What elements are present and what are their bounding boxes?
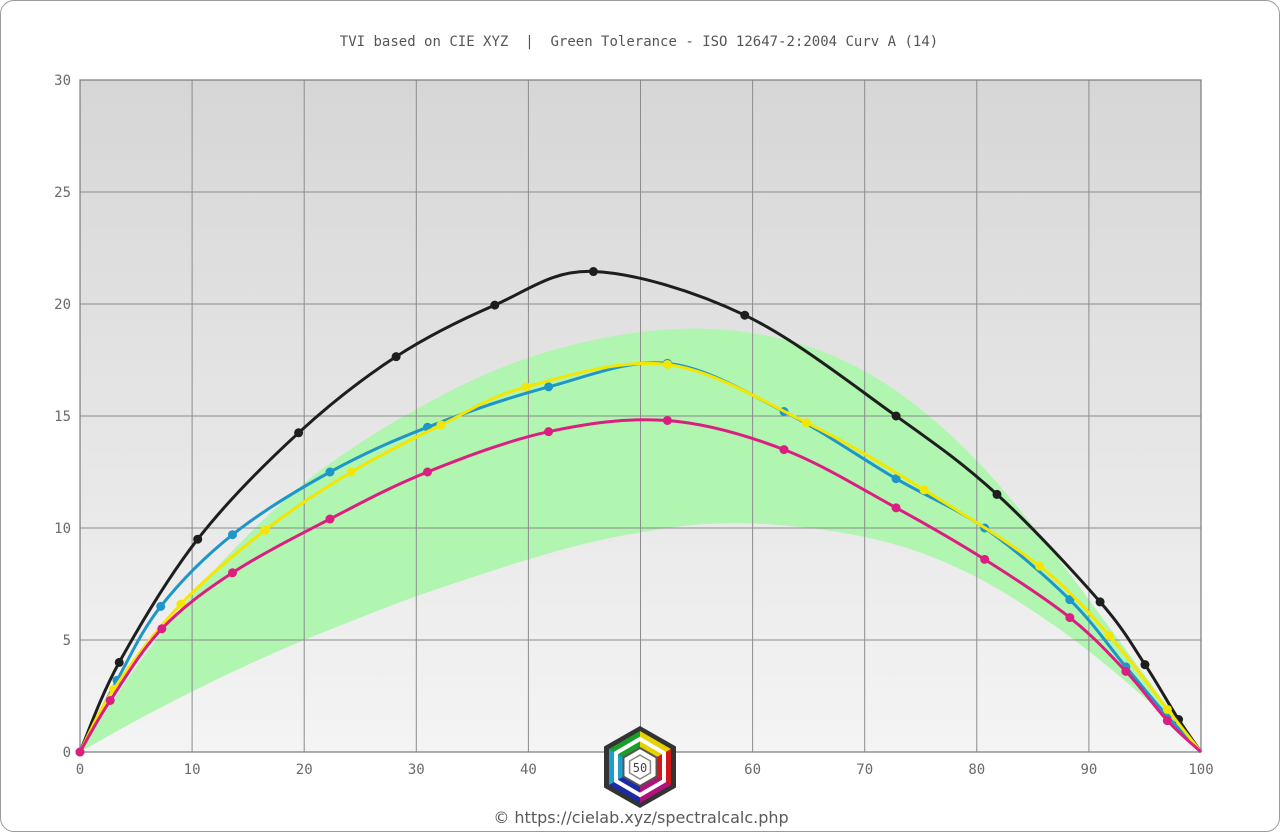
y-tick-label: 15 [54, 409, 71, 425]
series-3-point [260, 525, 270, 535]
logo-ring-2 [622, 746, 658, 788]
y-tick-label: 0 [63, 745, 71, 761]
series-4-point [980, 554, 990, 564]
series-4-point [1162, 716, 1172, 726]
series-4-point [1065, 613, 1075, 623]
series-4-point [544, 427, 554, 437]
series-4-point [891, 503, 901, 513]
series-3-point [919, 485, 929, 495]
series-1-point [391, 352, 401, 362]
series-3-point [801, 418, 811, 428]
series-3-point [1035, 561, 1045, 571]
series-1-point [490, 300, 500, 310]
y-tick-label: 20 [54, 297, 71, 313]
series-4-point [325, 514, 335, 524]
series-3-point [176, 599, 186, 609]
series-4-point [75, 747, 85, 757]
series-2-point [156, 601, 166, 611]
series-line-1 [78, 269, 1203, 753]
series-4-point [662, 415, 672, 425]
series-4-point [779, 445, 789, 455]
series-4-point [227, 568, 237, 578]
y-tick-label: 10 [54, 521, 71, 537]
series-3-point [436, 420, 446, 430]
series-1-point [1095, 597, 1105, 607]
x-tick-label: 30 [408, 762, 425, 778]
series-1-point [992, 489, 1002, 499]
series-3-point [662, 359, 672, 369]
x-tick-label: 20 [296, 762, 313, 778]
series-3-point [1104, 631, 1114, 641]
logo-ring-3 [628, 754, 652, 780]
series-3-point [346, 467, 356, 477]
x-tick-label: 80 [968, 762, 985, 778]
series-1-point [193, 534, 203, 544]
y-tick-label: 30 [54, 73, 71, 89]
series-1-point [294, 428, 304, 438]
x-tick-label: 60 [744, 762, 761, 778]
series-1-point [891, 411, 901, 421]
series-2-point [544, 382, 554, 392]
series-1-point [740, 310, 750, 320]
cielab-logo: 50 [604, 726, 676, 808]
series-4-point [1121, 666, 1131, 676]
series-2-point [227, 530, 237, 540]
y-tick-label: 5 [63, 633, 71, 649]
series-layer [75, 267, 1203, 757]
series-4-point [105, 695, 115, 705]
logo-ring-1 [614, 736, 666, 798]
series-4-point [157, 624, 167, 634]
series-3-point [521, 382, 531, 392]
series-2-point [891, 474, 901, 484]
footer-url[interactable]: © https://cielab.xyz/spectralcalc.php [493, 808, 788, 827]
x-tick-label: 70 [856, 762, 873, 778]
axis-layer: 0 10 20 30 40 50 60 70 80 90 100 0 5 10 15 20 25 30 [54, 73, 1214, 778]
series-line-3 [78, 361, 1203, 753]
y-tick-label: 25 [54, 185, 71, 201]
x-tick-label: 90 [1080, 762, 1097, 778]
series-1-point [114, 657, 124, 667]
x-tick-label: 100 [1188, 762, 1213, 778]
series-2-point [325, 467, 335, 477]
x-tick-label: 0 [76, 762, 84, 778]
series-3-point [1162, 704, 1172, 714]
series-2-point [1065, 595, 1075, 605]
series-4-point [423, 467, 433, 477]
logo-label: 50 [633, 761, 647, 775]
x-tick-label: 40 [520, 762, 537, 778]
series-1-point [1140, 660, 1150, 670]
x-tick-label: 10 [184, 762, 201, 778]
chart-title: TVI based on CIE XYZ | Green Tolerance -… [340, 34, 938, 50]
series-1-point [588, 267, 598, 277]
